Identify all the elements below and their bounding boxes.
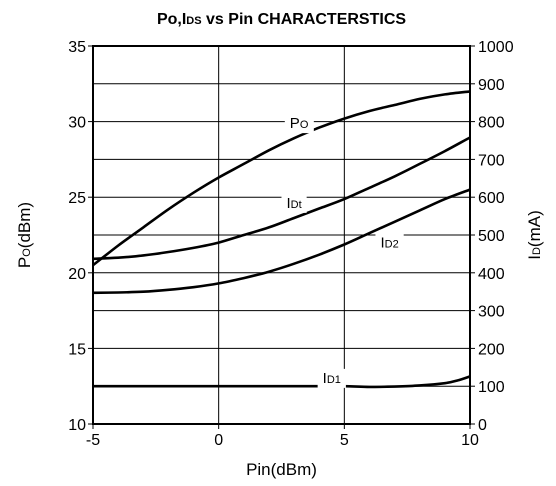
series-label-bg (281, 193, 307, 213)
y-right-tick-label: 200 (478, 341, 505, 358)
x-tick-label: -5 (86, 432, 100, 449)
y-right-tick-label: 100 (478, 379, 505, 396)
y-right-tick-label: 700 (478, 152, 505, 169)
series-line-po (92, 90, 471, 267)
series-label-po: PO (290, 115, 309, 132)
y-axis-label-right: ID(mA) (525, 210, 544, 260)
y-axis-label-left: PO(dBm) (15, 202, 34, 268)
grid (93, 46, 470, 424)
series-label-idt: IDt (286, 195, 301, 212)
y-right-tick-label: 500 (478, 228, 505, 245)
y-right-tick-label: 400 (478, 266, 505, 283)
chart-title: Po,IDS vs Pin CHARACTERSTICS (157, 11, 406, 28)
y-right-tick-label: 600 (478, 190, 505, 207)
x-tick-label: 0 (214, 432, 223, 449)
series-label-bg (284, 114, 314, 134)
series (92, 90, 471, 389)
y-right-tick-label: 1000 (478, 39, 514, 56)
series-line-idt (92, 136, 471, 261)
series-label-id2: ID2 (380, 235, 398, 252)
y-left-tick-label: 15 (68, 341, 86, 358)
series-line-id1 (92, 375, 471, 389)
x-axis-label: Pin(dBm) (246, 460, 317, 479)
series-label-bg (375, 233, 404, 253)
series-label-id1: ID1 (323, 370, 341, 387)
y-right-tick-label: 800 (478, 115, 505, 132)
x-tick-label: 10 (461, 432, 479, 449)
y-left-tick-label: 10 (68, 417, 86, 434)
y-left-tick-label: 20 (68, 266, 86, 283)
y-left-tick-label: 25 (68, 190, 86, 207)
curve-labels: PO IDt ID2 ID1 (281, 114, 404, 388)
y-left-tick-label: 35 (68, 39, 86, 56)
y-right-tick-label: 0 (478, 417, 487, 434)
y-right-tick-label: 900 (478, 77, 505, 94)
series-label-bg (317, 368, 346, 388)
x-tick-label: 5 (340, 432, 349, 449)
series-line-id2 (92, 188, 471, 295)
y-left-tick-label: 30 (68, 115, 86, 132)
ticks: -5 0 5 10 10 15 20 25 30 35 0 100 200 300 400 500 600 700… (68, 39, 513, 449)
y-right-tick-label: 300 (478, 304, 505, 321)
